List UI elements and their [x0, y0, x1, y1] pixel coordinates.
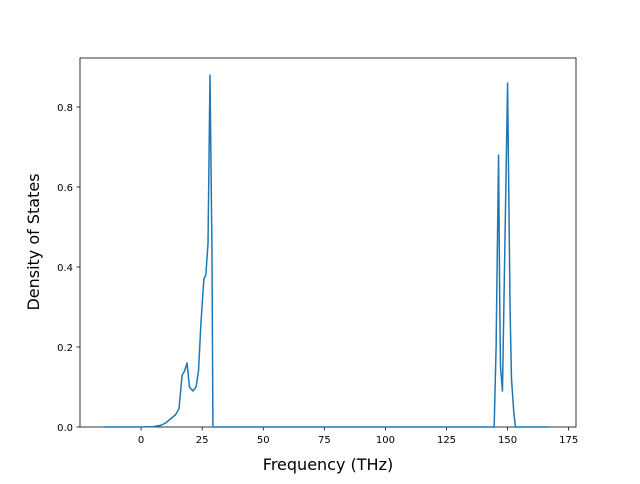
x-tick-label: 125	[437, 435, 456, 446]
x-tick-label: 75	[318, 435, 331, 446]
y-tick-label: 0.6	[57, 183, 73, 194]
dos-line	[104, 74, 550, 428]
x-tick-label: 50	[257, 435, 270, 446]
x-axis-label: Frequency (THz)	[263, 455, 393, 474]
y-tick-label: 0.2	[57, 343, 73, 354]
y-tick-label: 0.0	[57, 423, 73, 434]
y-tick-label: 0.4	[57, 263, 73, 274]
y-tick-label: 0.8	[57, 103, 73, 114]
x-tick-label: 25	[196, 435, 209, 446]
x-tick-label: 100	[376, 435, 395, 446]
x-tick-label: 150	[498, 435, 517, 446]
y-axis-label: Density of States	[24, 173, 43, 310]
x-tick-label: 175	[559, 435, 578, 446]
x-tick-label: 0	[138, 435, 144, 446]
